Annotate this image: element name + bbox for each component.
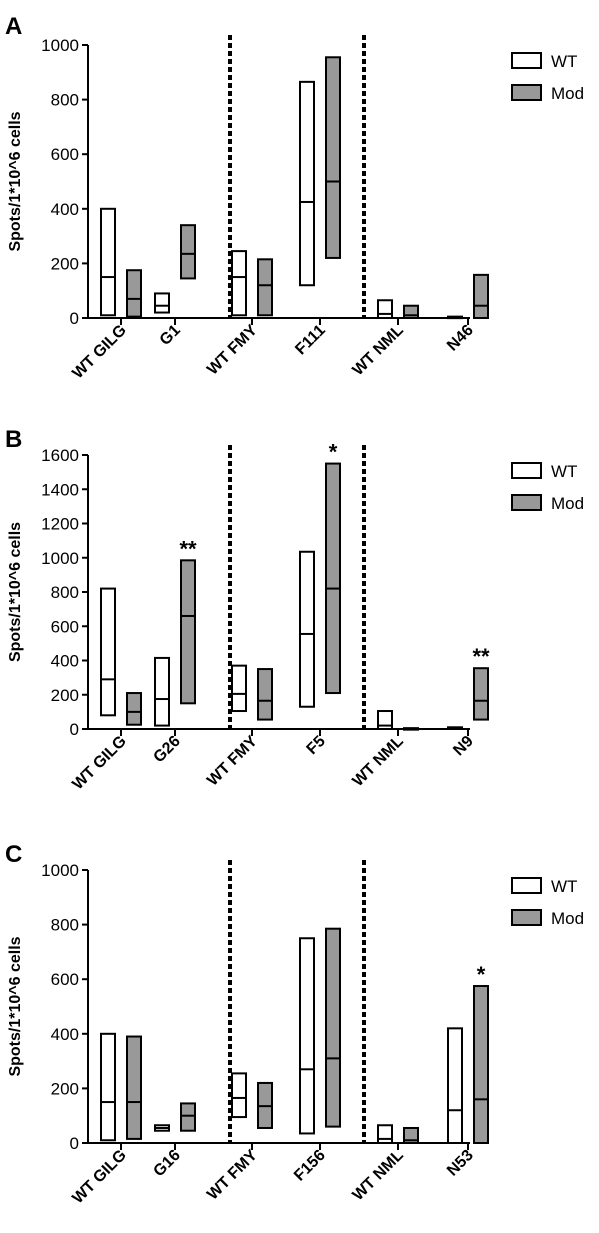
- bar-mod-wt-gilg: [126, 269, 142, 318]
- legend-label-wt: WT: [551, 52, 577, 71]
- bar-wt-wt-gilg: [100, 1032, 116, 1142]
- significance-marker-g26: **: [179, 536, 197, 561]
- legend-label-wt: WT: [551, 877, 577, 896]
- bar-wt-wt-nml: [377, 710, 393, 730]
- legend-swatch-mod: [511, 909, 542, 926]
- panel-letter: A: [5, 13, 22, 40]
- bar-mod-g26: [180, 559, 196, 705]
- y-tick-label: 1200: [41, 515, 79, 534]
- panel-letter: B: [5, 426, 22, 453]
- y-tick-label: 1000: [41, 549, 79, 568]
- legend-label-mod: Mod: [551, 909, 584, 928]
- y-axis-label: Spots/1*10^6 cells: [7, 936, 24, 1076]
- bar-wt-wt-gilg: [100, 587, 116, 717]
- panel-letter: C: [5, 841, 22, 868]
- y-tick-label: 0: [70, 309, 79, 328]
- y-tick-label: 200: [51, 1079, 79, 1098]
- y-tick-label: 1000: [41, 36, 79, 55]
- y-tick-label: 200: [51, 686, 79, 705]
- legend-swatch-mod: [511, 84, 542, 101]
- legend-label-mod: Mod: [551, 84, 584, 103]
- y-tick-label: 800: [51, 916, 79, 935]
- bar-mod-wt-fmy: [257, 668, 273, 721]
- bar-wt-wt-nml: [377, 299, 393, 320]
- bar-mod-f111: [325, 56, 341, 259]
- y-tick-label: 600: [51, 617, 79, 636]
- bar-mod-wt-gilg: [126, 1035, 142, 1140]
- y-tick-label: 0: [70, 1134, 79, 1153]
- legend-swatch-mod: [511, 494, 542, 511]
- bar-mod-n9: [473, 667, 489, 721]
- bar-wt-wt-fmy: [231, 250, 247, 317]
- bar-mod-wt-gilg: [126, 692, 142, 726]
- bar-wt-n53: [447, 1027, 463, 1144]
- bar-mod-wt-nml: [403, 1126, 419, 1144]
- bar-mod-wt-fmy: [257, 258, 273, 317]
- y-tick-label: 400: [51, 652, 79, 671]
- y-tick-label: 0: [70, 720, 79, 739]
- bar-mod-f5: [325, 462, 341, 695]
- bar-wt-g26: [154, 656, 170, 727]
- significance-marker-n53: *: [477, 962, 486, 987]
- y-tick-label: 400: [51, 200, 79, 219]
- y-tick-label: 800: [51, 583, 79, 602]
- bar-wt-wt-fmy: [231, 664, 247, 713]
- bar-mod-g16: [180, 1102, 196, 1132]
- bar-mod-n53: [473, 985, 489, 1145]
- bar-mod-g1: [180, 224, 196, 280]
- legend: WT Mod: [511, 52, 584, 103]
- y-tick-label: 200: [51, 254, 79, 273]
- y-tick-label: 1400: [41, 480, 79, 499]
- y-tick-label: 600: [51, 970, 79, 989]
- bar-wt-wt-fmy: [231, 1072, 247, 1119]
- bar-wt-f5: [299, 550, 315, 708]
- significance-marker-f5: *: [329, 440, 338, 465]
- legend: WT Mod: [511, 877, 584, 928]
- y-tick-label: 800: [51, 91, 79, 110]
- y-axis-label: Spots/1*10^6 cells: [7, 522, 24, 662]
- significance-marker-n9: **: [472, 644, 490, 669]
- legend: WT Mod: [511, 462, 584, 513]
- legend-swatch-wt: [511, 52, 542, 69]
- bar-wt-wt-gilg: [100, 207, 116, 317]
- legend-swatch-wt: [511, 877, 542, 894]
- legend-label-wt: WT: [551, 462, 577, 481]
- bar-wt-f111: [299, 80, 315, 287]
- y-tick-label: 1600: [41, 446, 79, 465]
- legend-label-mod: Mod: [551, 494, 584, 513]
- bar-wt-f156: [299, 937, 315, 1135]
- y-tick-label: 400: [51, 1025, 79, 1044]
- y-tick-label: 600: [51, 145, 79, 164]
- bar-mod-f156: [325, 927, 341, 1128]
- y-tick-label: 1000: [41, 861, 79, 880]
- bar-wt-g1: [154, 292, 170, 314]
- bar-wt-wt-nml: [377, 1124, 393, 1145]
- bar-mod-n46: [473, 273, 489, 319]
- y-axis-label: Spots/1*10^6 cells: [7, 111, 24, 251]
- legend-swatch-wt: [511, 462, 542, 479]
